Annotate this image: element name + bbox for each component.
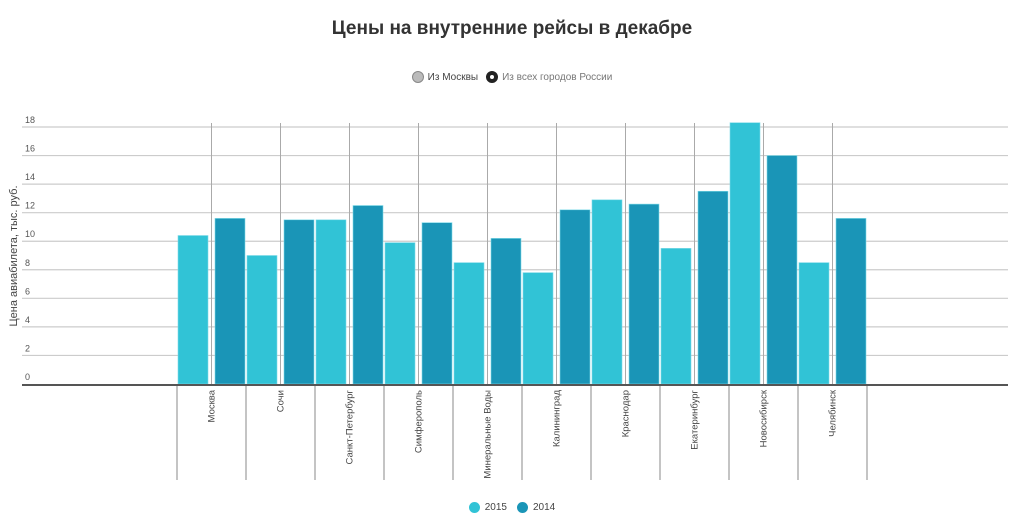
bar-2014: [835, 218, 867, 385]
bar-2015: [660, 248, 692, 385]
option-label: Из Москвы: [427, 71, 479, 83]
y-tick-label: 10: [25, 229, 35, 239]
x-tick-label: Минеральные Воды: [483, 390, 494, 479]
bar-2014: [697, 190, 729, 385]
bar-2015: [798, 262, 830, 385]
bar-2015: [522, 272, 554, 385]
legend: 2015 2014: [0, 502, 1024, 513]
bar-2015: [453, 262, 485, 385]
y-tick-label: 6: [25, 286, 30, 296]
bar-2015: [729, 122, 761, 385]
bar-2014: [490, 238, 522, 385]
y-tick-label: 14: [25, 172, 35, 182]
origin-toggle: Из Москвы Из всех городов России: [0, 71, 1024, 83]
bar-2014: [214, 218, 246, 385]
bar-2014: [283, 219, 315, 385]
bar-2014: [559, 209, 591, 385]
y-tick-label: 0: [25, 372, 30, 382]
y-tick-label: 4: [25, 315, 30, 325]
bar-2015: [384, 242, 416, 385]
x-tick-label: Екатеринбург: [690, 389, 701, 449]
bar-2014: [421, 222, 453, 385]
radio-unselected-icon[interactable]: [411, 71, 424, 83]
bar-2014: [766, 155, 798, 385]
y-tick-label: 8: [25, 258, 30, 268]
radio-selected-icon[interactable]: [486, 71, 499, 83]
option-from-moscow[interactable]: Из Москвы: [411, 71, 479, 83]
bar-2015: [591, 199, 623, 385]
x-tick-label: Краснодар: [621, 390, 632, 437]
x-tick-label: Сочи: [276, 390, 287, 412]
option-label: Из всех городов России: [502, 71, 613, 83]
bar-2015: [177, 235, 209, 385]
legend-label: 2014: [533, 502, 556, 513]
x-tick-label: Санкт-Петербург: [345, 389, 356, 464]
y-tick-label: 2: [25, 343, 30, 353]
bar-2014: [628, 203, 660, 385]
x-tick-label: Симферополь: [414, 390, 425, 453]
legend-swatch: [517, 502, 528, 513]
y-tick-label: 18: [25, 115, 35, 125]
x-tick-label: Челябинск: [828, 389, 839, 437]
bar-2015: [246, 255, 278, 385]
option-all-cities[interactable]: Из всех городов России: [486, 71, 612, 83]
y-axis-label: Цена авиабилета, тыс. руб.: [8, 185, 20, 326]
bar-2015: [315, 219, 347, 385]
legend-item-2015[interactable]: 2015: [468, 502, 507, 513]
x-tick-label: Калининград: [552, 390, 563, 447]
legend-item-2014[interactable]: 2014: [517, 502, 555, 513]
bar-2014: [352, 205, 384, 385]
legend-swatch: [468, 502, 480, 513]
chart-title: Цены на внутренние рейсы в декабре: [331, 18, 693, 39]
x-tick-label: Москва: [207, 389, 218, 422]
x-tick-label: Новосибирск: [759, 389, 770, 447]
y-tick-label: 12: [25, 201, 35, 211]
legend-label: 2015: [484, 502, 507, 513]
y-tick-label: 16: [25, 144, 35, 154]
